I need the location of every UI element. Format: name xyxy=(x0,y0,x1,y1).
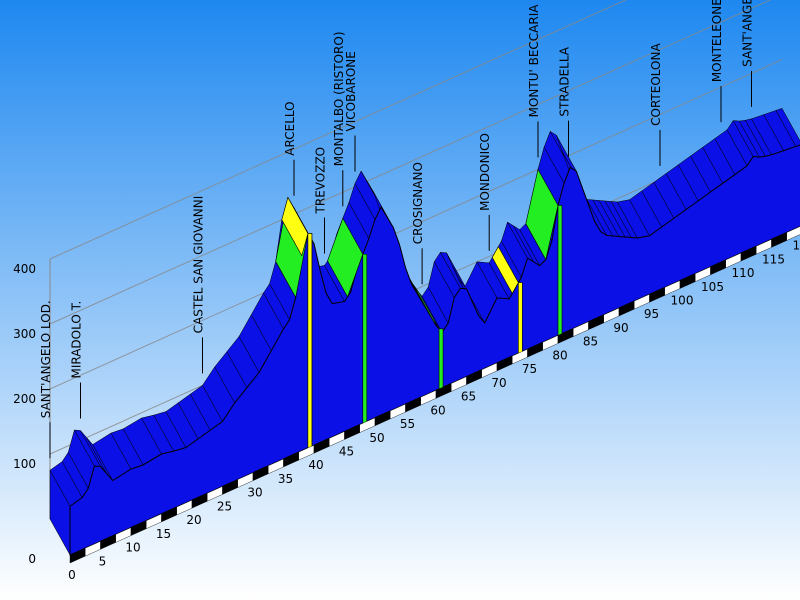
place-annotations: SANT'ANGELO LOD. MIRADOLO T. CASTEL SAN GI… xyxy=(39,0,755,459)
x-tick-label: 80 xyxy=(552,348,567,362)
x-tick-label: 120 xyxy=(793,239,800,253)
annotation-label: CROSIGNANO xyxy=(411,162,425,244)
x-tick-label: 10 xyxy=(125,541,140,555)
annotation-label: MONTALBO (RISTORO) xyxy=(332,31,346,166)
climb-highlight-top xyxy=(525,168,559,261)
annotation-label: TREVOZZO xyxy=(314,147,328,215)
y-tick-label: 0 xyxy=(28,552,36,566)
y-tick-label: 400 xyxy=(13,262,36,276)
x-tick-label: 70 xyxy=(491,376,506,390)
x-tick-label: 110 xyxy=(732,266,755,280)
grid-line xyxy=(49,59,783,390)
x-tick-label: 40 xyxy=(308,458,323,472)
climb-highlight-top xyxy=(327,217,364,298)
grid-line xyxy=(49,0,772,325)
distance-ribbon xyxy=(69,226,800,564)
annotation-label: MIRADOLO T. xyxy=(70,301,84,379)
x-tick-label: 100 xyxy=(671,294,694,308)
x-tick-label: 95 xyxy=(644,307,659,321)
annotation-label: VICOBARONE xyxy=(344,51,358,131)
x-tick-label: 55 xyxy=(400,417,415,431)
x-tick-label: 90 xyxy=(613,321,628,335)
profile-layer xyxy=(49,108,800,556)
climb-highlight-band xyxy=(438,328,444,390)
x-tick-label: 20 xyxy=(186,513,201,527)
x-tick-label: 0 xyxy=(68,568,76,582)
climb-highlights xyxy=(275,168,563,449)
climb-highlight-top xyxy=(412,283,440,329)
climb-highlight-band xyxy=(307,233,313,449)
y-tick-label: 200 xyxy=(13,392,36,406)
x-tick-label: 105 xyxy=(701,280,724,294)
x-tick-label: 50 xyxy=(369,431,384,445)
climb-highlight-top xyxy=(491,245,519,295)
annotation-label: CASTEL SAN GIOVANNI xyxy=(192,196,206,334)
y-tick-label: 100 xyxy=(13,457,36,471)
x-tick-label: 35 xyxy=(278,472,293,486)
x-tick-label: 25 xyxy=(217,499,232,513)
x-tick-label: 45 xyxy=(339,444,354,458)
profile-front-face xyxy=(69,144,800,556)
x-tick-label: 5 xyxy=(99,554,107,568)
x-tick-label: 75 xyxy=(522,362,537,376)
x-tick-label: 65 xyxy=(461,390,476,404)
climb-highlight-band xyxy=(557,205,563,336)
annotation-label: ARCELLO xyxy=(283,101,297,155)
climb-highlight-band xyxy=(362,253,368,424)
x-tick-label: 30 xyxy=(247,486,262,500)
x-tick-label: 60 xyxy=(430,403,445,417)
annotation-label: CORTEOLONA xyxy=(649,43,663,126)
annotation-label: MONDONICO xyxy=(478,133,492,211)
annotation-label: MONTELEONE xyxy=(710,0,724,82)
y-tick-label: 300 xyxy=(13,327,36,341)
x-tick-label: 85 xyxy=(583,335,598,349)
axes: 0 100 200 300 400 0 5 10 15 20 25 30 35 40 45 50 55 60 65 7… xyxy=(13,226,800,582)
ribbon-segment xyxy=(786,226,800,241)
annotation-label: SANT'ANGELO LOD. xyxy=(741,0,755,67)
grid-line xyxy=(49,0,627,260)
x-tick-label: 115 xyxy=(762,252,785,266)
annotation-label: STRADELLA xyxy=(558,46,572,116)
annotation-label: SANT'ANGELO LOD. xyxy=(39,300,53,418)
climb-highlight-top xyxy=(281,196,309,257)
x-tick-label: 15 xyxy=(156,527,171,541)
annotation-label: MONTU' BECCARIA (RISTORO) xyxy=(527,0,541,117)
climb-highlight-band xyxy=(518,282,523,354)
